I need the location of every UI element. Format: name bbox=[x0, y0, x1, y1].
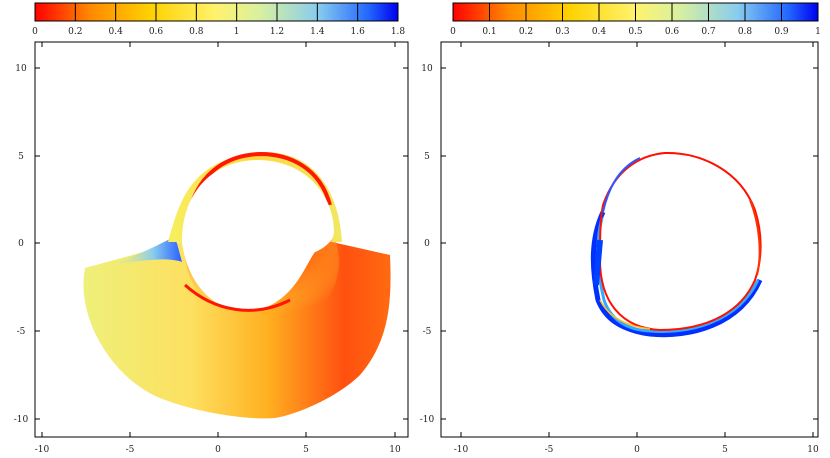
y-tick-label-left: 5 bbox=[18, 152, 24, 162]
right-panel: 0 0.1 0.2 0.3 0.4 0.5 0.6 0.7 0.8 0.9 1 -10 -5 0 5 10 1… bbox=[420, 2, 821, 455]
plot-frame-right bbox=[440, 41, 819, 438]
y-tick-label-right: 10 bbox=[421, 64, 433, 74]
colorbar-right-tick-label: 0.6 bbox=[665, 27, 680, 37]
yellow-ring bbox=[599, 299, 651, 330]
field-left bbox=[83, 151, 391, 419]
y-tick-label-right: 5 bbox=[424, 152, 430, 162]
right-red-edge bbox=[749, 199, 761, 276]
wake-edge bbox=[183, 283, 291, 312]
colorbar-right-tick-label: 0.2 bbox=[519, 27, 533, 37]
colorbar-left-tick-label: 0.2 bbox=[68, 27, 82, 37]
x-tick-label-right: 0 bbox=[634, 445, 640, 455]
colorbar-left-tick-label: 1.6 bbox=[351, 27, 366, 37]
y-tick-label-right: -5 bbox=[423, 327, 432, 337]
left-panel: 0 0.2 0.4 0.6 0.8 1 1.2 1.4 1.6 1.8 -10 -5 0 5 10 10 5 0… bbox=[14, 2, 409, 455]
inner-red-edge bbox=[188, 151, 332, 211]
colorbar-right-tick-label: 0.1 bbox=[482, 27, 496, 37]
colorbar-right-tick-label: 0 bbox=[450, 27, 456, 37]
cavity-left bbox=[182, 160, 334, 312]
colorbar-right-tick-label: 0.7 bbox=[701, 27, 716, 37]
colorbar-left bbox=[34, 2, 399, 22]
colorbar-left-tick-label: 0 bbox=[32, 27, 38, 37]
colorbar-left-tick-label: 0.6 bbox=[149, 27, 164, 37]
field-right bbox=[590, 151, 763, 338]
x-tick-label-left: 5 bbox=[303, 445, 309, 455]
y-tick-label-left: 0 bbox=[18, 239, 24, 249]
colorbar-right-tick-label: 0.8 bbox=[738, 27, 753, 37]
x-tick-label-left: -5 bbox=[126, 445, 135, 455]
y-tick-label-right: 0 bbox=[424, 239, 430, 249]
colorbar-left-tick-label: 1.2 bbox=[270, 27, 284, 37]
blue-ring bbox=[590, 210, 763, 338]
x-tick-label-right: 5 bbox=[722, 445, 728, 455]
x-tick-label-left: 0 bbox=[215, 445, 221, 455]
y-tick-label-right: -10 bbox=[420, 415, 435, 425]
colorbar-right-tick-label: 1 bbox=[815, 27, 821, 37]
colorbar-left-tick-label: 1.8 bbox=[391, 27, 406, 37]
x-tick-label-right: -5 bbox=[545, 445, 554, 455]
x-tick-label-right: -10 bbox=[454, 445, 469, 455]
colorbar-left-tick-label: 1 bbox=[234, 27, 240, 37]
x-tick-label-left: -10 bbox=[35, 445, 50, 455]
y-tick-label-left: -10 bbox=[14, 415, 29, 425]
x-tick-label-left: 10 bbox=[389, 445, 401, 455]
colorbar-right-tick-label: 0.4 bbox=[592, 27, 607, 37]
axes-right: -10 -5 0 5 10 10 5 0 -5 -10 bbox=[420, 42, 819, 455]
red-ring bbox=[598, 151, 762, 332]
colorbar-right-tick-label: 0.9 bbox=[774, 27, 789, 37]
colorbar-left-ticks: 0 0.2 0.4 0.6 0.8 1 1.2 1.4 1.6 1.8 bbox=[32, 3, 405, 37]
y-tick-label-left: 10 bbox=[15, 64, 27, 74]
y-tick-label-left: -5 bbox=[17, 327, 26, 337]
plot-frame-left bbox=[34, 41, 409, 438]
x-tick-label-right: 10 bbox=[807, 445, 819, 455]
axes-left: -10 -5 0 5 10 10 5 0 -5 -10 bbox=[14, 42, 408, 455]
colorbar-left-tick-label: 1.4 bbox=[310, 27, 325, 37]
colorbar-right-tick-label: 0.5 bbox=[628, 27, 643, 37]
colorbar-left-tick-label: 0.8 bbox=[189, 27, 204, 37]
blue-tip-region bbox=[110, 236, 182, 265]
colorbar-right-tick-label: 0.3 bbox=[555, 27, 570, 37]
colorbar-left-tick-label: 0.4 bbox=[109, 27, 124, 37]
left-blue-band bbox=[593, 239, 603, 286]
colorbar-right-ticks: 0 0.1 0.2 0.3 0.4 0.5 0.6 0.7 0.8 0.9 1 bbox=[450, 3, 821, 37]
left-blue-arc bbox=[602, 157, 641, 213]
